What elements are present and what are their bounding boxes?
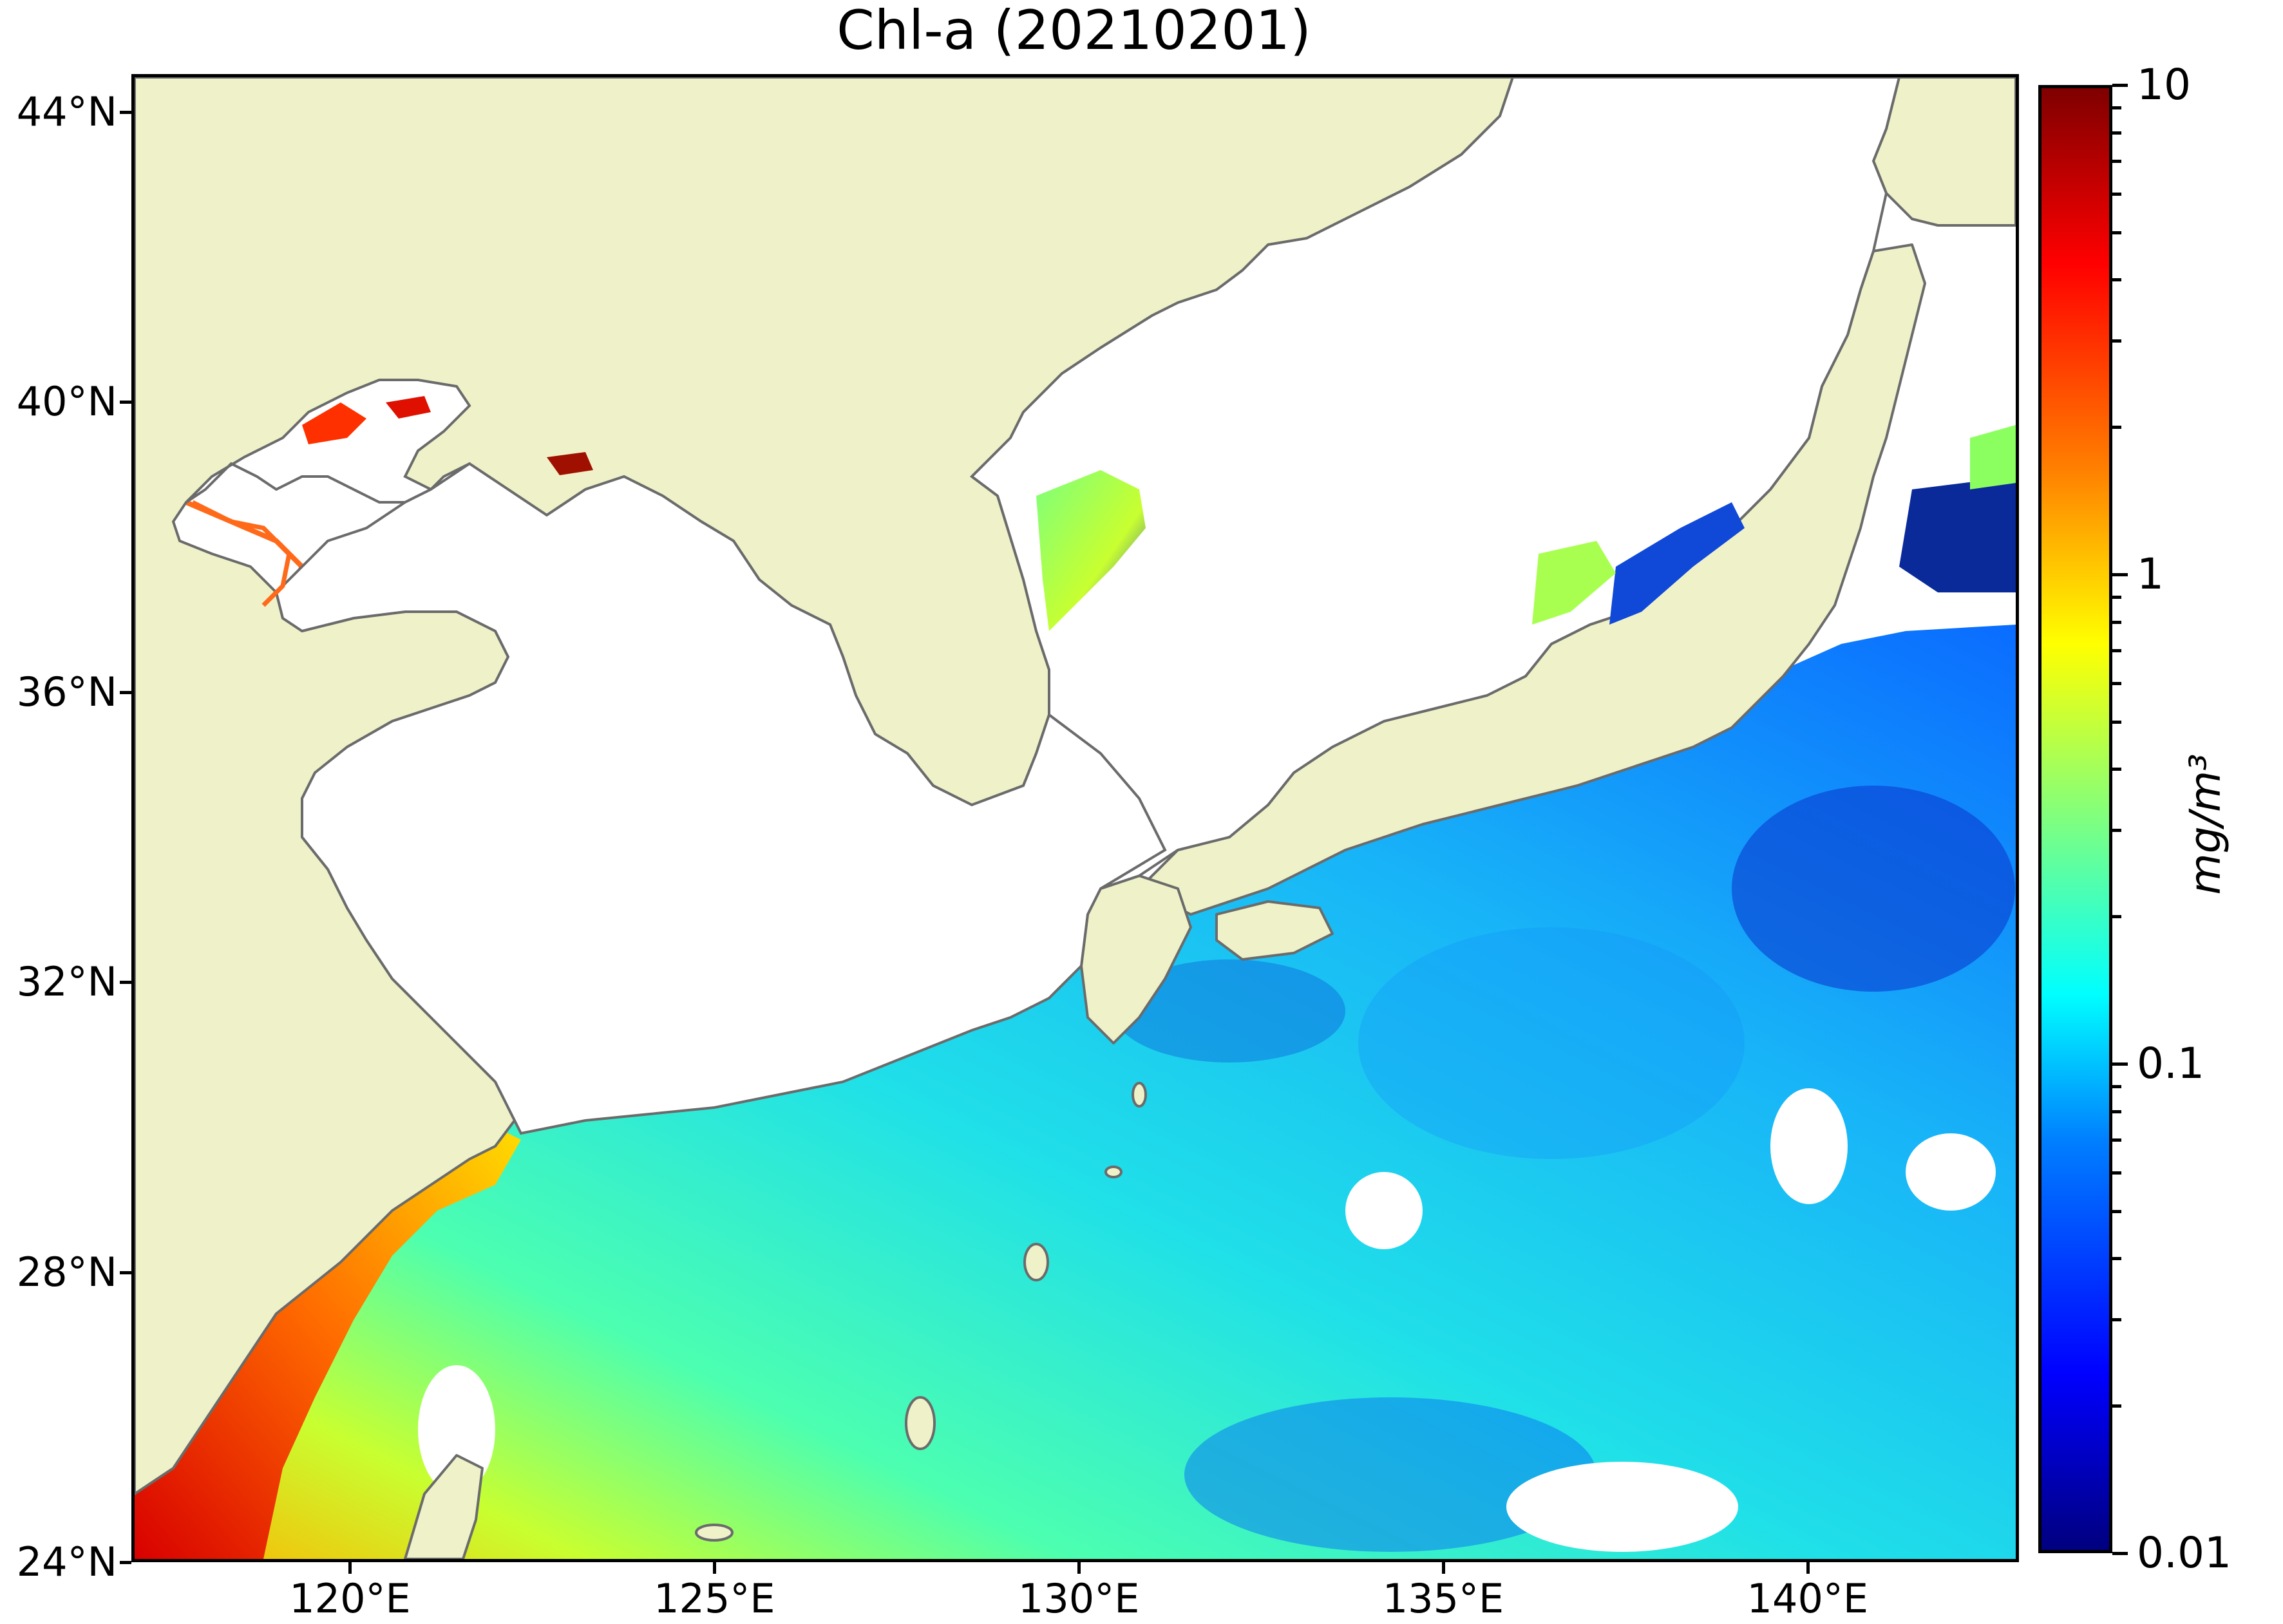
latitude-tick (120, 690, 131, 694)
latitude-tick (120, 401, 131, 404)
bohai-coast-line (191, 500, 292, 607)
sea-of-japan (969, 77, 1901, 890)
ryukyu-islet (1104, 1166, 1123, 1178)
colorbar-major-tick (2112, 1552, 2128, 1555)
chlorophyll-map (131, 74, 2019, 1562)
low-chl-patch (1184, 1397, 1596, 1552)
longitude-tick (1077, 1562, 1081, 1574)
latitude-tick-label: 28°N (16, 1248, 117, 1296)
ryukyu-islet (695, 1524, 734, 1542)
okinawa (905, 1396, 936, 1450)
colorbar-tick-label: 0.1 (2137, 1039, 2204, 1088)
yellow-sea (274, 462, 1167, 1135)
colorbar-minor-tick (2112, 1257, 2121, 1261)
colorbar-minor-tick (2112, 768, 2121, 771)
longitude-tick (348, 1562, 352, 1574)
colorbar-major-tick (2112, 1062, 2128, 1066)
bohai-bloom (547, 452, 593, 475)
colorbar-minor-tick (2112, 278, 2121, 282)
colorbar-minor-tick (2112, 339, 2121, 343)
colorbar-minor-tick (2112, 681, 2121, 685)
latitude-tick (120, 1270, 131, 1274)
japan-shikoku (1215, 900, 1334, 961)
low-chl-patch (1732, 786, 2015, 992)
longitude-tick-label: 135°E (1382, 1575, 1504, 1622)
colorbar-major-tick (2112, 84, 2128, 87)
colorbar-minor-tick (2112, 426, 2121, 430)
longitude-tick-label: 130°E (1018, 1575, 1140, 1622)
colorbar-minor-tick (2112, 829, 2121, 833)
ryukyu-islet (1132, 1082, 1147, 1108)
colorbar-major-tick (2112, 573, 2128, 576)
amami (1023, 1243, 1049, 1281)
colorbar-tick-label: 0.01 (2137, 1528, 2231, 1578)
taiwan (404, 1454, 484, 1559)
latitude-tick-label: 24°N (16, 1538, 117, 1585)
colorbar-tick-label: 10 (2137, 60, 2191, 109)
bohai-bloom (386, 396, 431, 419)
colorbar-minor-tick (2112, 159, 2121, 163)
colorbar-minor-tick (2112, 192, 2121, 196)
longitude-tick (713, 1562, 717, 1574)
low-chl-patch (1358, 927, 1745, 1159)
cloud-patch (1345, 1172, 1423, 1249)
latitude-tick-label: 40°N (16, 378, 117, 426)
cloud-patch (1506, 1462, 1738, 1552)
colorbar-minor-tick (2112, 620, 2121, 624)
latitude-tick-label: 32°N (16, 958, 117, 1006)
colorbar-minor-tick (2112, 231, 2121, 234)
colorbar-minor-tick (2112, 648, 2121, 652)
latitude-tick (120, 1561, 131, 1564)
latitude-tick-label: 44°N (16, 88, 117, 135)
map-canvas (135, 77, 2016, 1559)
latitude-tick (120, 110, 131, 114)
colorbar-minor-tick (2112, 720, 2121, 724)
colorbar-minor-tick (2112, 915, 2121, 919)
longitude-tick (1806, 1562, 1810, 1574)
low-chl-patch (1113, 959, 1345, 1062)
colorbar-minor-tick (2112, 1209, 2121, 1213)
colorbar-minor-tick (2112, 1404, 2121, 1408)
japan-sea-coastal-green (1532, 541, 1616, 625)
cloud-patch (1770, 1088, 1848, 1204)
longitude-tick-label: 120°E (289, 1575, 411, 1622)
china-coastal-bloom (135, 1114, 521, 1559)
cloud-patch (418, 1365, 495, 1494)
colorbar-minor-tick (2112, 595, 2121, 599)
bohai-bloom (302, 402, 366, 444)
colorbar-minor-tick (2112, 131, 2121, 135)
longitude-tick (1441, 1562, 1445, 1574)
longitude-tick-label: 125°E (654, 1575, 775, 1622)
colorbar-unit-label: mg/m³ (2181, 753, 2230, 895)
colorbar-minor-tick (2112, 1109, 2121, 1113)
longitude-tick-label: 140°E (1747, 1575, 1869, 1622)
cloud-patch (1906, 1133, 1996, 1211)
colorbar-minor-tick (2112, 1318, 2121, 1322)
colorbar-minor-tick (2112, 1138, 2121, 1142)
japan-sea-coastal (1609, 502, 1745, 625)
korea-east-coast-chl (1036, 470, 1146, 631)
colorbar (2038, 85, 2112, 1553)
latitude-tick (120, 981, 131, 985)
colorbar-minor-tick (2112, 106, 2121, 109)
pacific-low-chl (1899, 477, 2016, 592)
latitude-tick-label: 36°N (16, 668, 117, 715)
colorbar-tick-label: 1 (2137, 549, 2164, 599)
pacific-mid-chl (1970, 425, 2016, 489)
colorbar-minor-tick (2112, 1084, 2121, 1088)
colorbar-minor-tick (2112, 1171, 2121, 1175)
ocean-chl-field (135, 625, 2016, 1559)
map-title: Chl-a (20210201) (837, 0, 1311, 62)
